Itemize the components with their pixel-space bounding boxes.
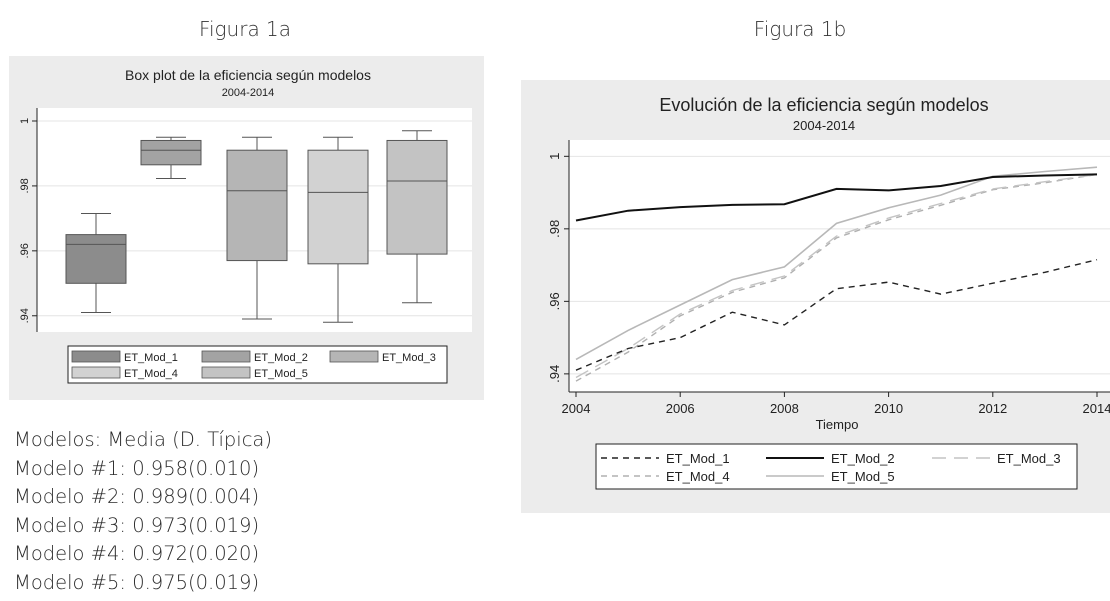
box-legend-label: ET_Mod_1 bbox=[124, 352, 178, 364]
line-x-tick-label: 2004 bbox=[562, 401, 591, 416]
line-y-tick-label: 1 bbox=[547, 153, 562, 160]
line-series-et-mod-4 bbox=[575, 173, 1098, 382]
x-axis-label: Tiempo bbox=[816, 417, 859, 432]
line-x-tick-label: 2010 bbox=[874, 401, 903, 416]
line-series-et-mod-1 bbox=[575, 259, 1098, 371]
box-et-mod-1 bbox=[65, 213, 127, 314]
box-y-tick-label: .96 bbox=[19, 243, 31, 258]
box-iqr bbox=[386, 139, 448, 255]
stats-row-model-5: Modelo #5: 0.975(0.019) bbox=[14, 570, 260, 594]
line-y-tick-label: .96 bbox=[547, 292, 562, 310]
stats-row-model-1: Modelo #1: 0.958(0.010) bbox=[14, 456, 260, 480]
line-plot-area bbox=[569, 140, 1110, 392]
line-series-et-mod-5 bbox=[575, 166, 1098, 361]
box-legend-label: ET_Mod_4 bbox=[124, 368, 178, 380]
line-chart-title: Evolución de la eficiencia según modelos bbox=[659, 95, 988, 115]
box-plot-chart: Box plot de la eficiencia según modelos … bbox=[9, 56, 484, 400]
line-legend-label: ET_Mod_5 bbox=[831, 469, 895, 484]
line-legend-label: ET_Mod_4 bbox=[666, 469, 730, 484]
box-et-mod-4 bbox=[307, 136, 369, 323]
box-plot-title: Box plot de la eficiencia según modelos bbox=[125, 67, 371, 83]
box-iqr bbox=[65, 234, 127, 284]
box-legend-swatch bbox=[71, 366, 121, 379]
line-legend-label: ET_Mod_3 bbox=[997, 451, 1061, 466]
stats-row-model-2: Modelo #2: 0.989(0.004) bbox=[14, 485, 260, 508]
line-y-tick-label: .94 bbox=[547, 365, 562, 383]
box-legend-label: ET_Mod_2 bbox=[254, 352, 308, 364]
line-x-tick-label: 2012 bbox=[978, 401, 1007, 416]
box-plot-subtitle: 2004-2014 bbox=[222, 87, 275, 99]
box-legend-label: ET_Mod_3 bbox=[382, 352, 436, 364]
box-y-tick-label: .94 bbox=[19, 308, 31, 323]
figure-1a-heading: Figura 1a bbox=[198, 17, 292, 41]
figure-1b-heading: Figura 1b bbox=[753, 17, 847, 41]
box-iqr bbox=[140, 139, 202, 166]
line-x-tick-label: 2014 bbox=[1083, 401, 1110, 416]
box-legend-swatch bbox=[71, 350, 121, 363]
stats-row-model-4: Modelo #4: 0.972(0.020) bbox=[14, 542, 260, 565]
line-x-tick-label: 2006 bbox=[666, 401, 695, 416]
line-chart-subtitle: 2004-2014 bbox=[793, 118, 855, 133]
line-chart-legend bbox=[595, 443, 1078, 490]
line-chart: Evolución de la eficiencia según modelos… bbox=[521, 80, 1110, 513]
box-legend-label: ET_Mod_5 bbox=[254, 368, 308, 380]
box-legend-swatch bbox=[201, 366, 251, 379]
stats-row-model-3: Modelo #3: 0.973(0.019) bbox=[14, 513, 260, 537]
line-legend-label: ET_Mod_2 bbox=[831, 451, 895, 466]
box-et-mod-3 bbox=[226, 136, 288, 320]
box-iqr bbox=[226, 149, 288, 262]
box-legend-swatch bbox=[201, 350, 251, 363]
line-legend-label: ET_Mod_1 bbox=[666, 451, 730, 466]
line-y-tick-label: .98 bbox=[547, 220, 562, 238]
box-et-mod-5 bbox=[386, 130, 448, 304]
box-legend-swatch bbox=[329, 350, 379, 363]
box-y-tick-label: .98 bbox=[19, 178, 31, 193]
stats-header: Modelos: Media (D. Típica) bbox=[14, 428, 272, 451]
box-iqr bbox=[307, 149, 369, 265]
model-statistics: Modelos: Media (D. Típica) Modelo #1: 0.… bbox=[14, 426, 272, 597]
line-series-et-mod-3 bbox=[575, 173, 1098, 379]
line-series-et-mod-2 bbox=[575, 173, 1098, 222]
box-et-mod-2 bbox=[140, 136, 202, 179]
box-plot-legend bbox=[67, 345, 448, 384]
box-y-tick-label: 1 bbox=[19, 118, 31, 124]
line-x-tick-label: 2008 bbox=[770, 401, 799, 416]
